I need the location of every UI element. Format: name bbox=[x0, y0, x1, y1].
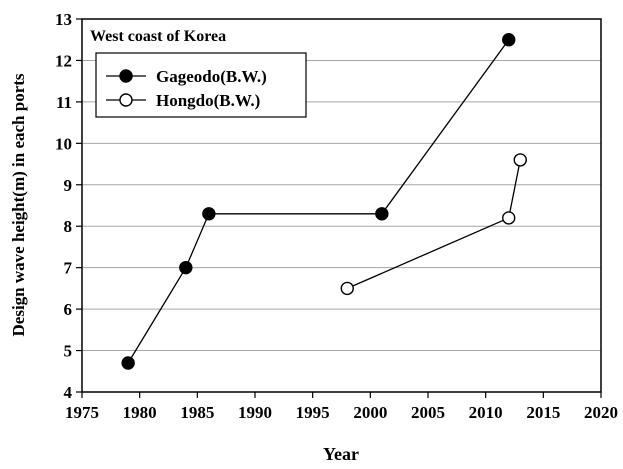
x-tick-label: 1980 bbox=[123, 403, 157, 422]
data-point bbox=[202, 207, 216, 221]
legend-entry: Gageodo(B.W.) bbox=[106, 67, 267, 86]
x-axis-label: Year bbox=[323, 444, 359, 464]
legend-label: Gageodo(B.W.) bbox=[156, 67, 267, 86]
y-axis-label: Design wave height(m) in each ports bbox=[9, 73, 28, 336]
data-point bbox=[375, 207, 389, 221]
data-point bbox=[121, 356, 135, 370]
x-tick-label: 1990 bbox=[238, 403, 272, 422]
series-2 bbox=[340, 153, 527, 296]
y-tick-label: 11 bbox=[56, 93, 72, 112]
x-tick-label: 1975 bbox=[65, 403, 99, 422]
data-point bbox=[513, 153, 527, 167]
y-tick-label: 7 bbox=[64, 259, 73, 278]
y-tick-label: 12 bbox=[55, 51, 72, 70]
y-tick-label: 4 bbox=[64, 383, 73, 402]
data-point bbox=[179, 260, 193, 275]
series-1 bbox=[121, 33, 516, 370]
legend-marker bbox=[119, 93, 133, 107]
y-tick-label: 10 bbox=[55, 134, 72, 153]
y-tick-label: 13 bbox=[55, 10, 72, 29]
y-tick-label: 8 bbox=[64, 217, 73, 236]
y-axis: 4 5 6 7 8 9 10 11 12 13 bbox=[55, 10, 82, 402]
data-point bbox=[340, 281, 354, 296]
x-axis: 1975 1980 1985 1990 1995 2000 2005 2010 2015 2020 bbox=[65, 392, 618, 422]
x-tick-label: 2005 bbox=[411, 403, 445, 422]
x-tick-label: 2010 bbox=[469, 403, 503, 422]
y-tick-label: 5 bbox=[64, 342, 73, 361]
series-line bbox=[347, 159, 521, 289]
data-point bbox=[502, 33, 516, 47]
y-tick-label: 6 bbox=[64, 300, 73, 319]
legend-marker bbox=[119, 69, 133, 83]
legend-box bbox=[95, 52, 307, 118]
data-point bbox=[502, 211, 516, 225]
legend-label: Hongdo(B.W.) bbox=[156, 91, 260, 110]
legend: Gageodo(B.W.) Hongdo(B.W.) bbox=[95, 52, 307, 118]
x-tick-label: 2015 bbox=[526, 403, 560, 422]
x-tick-label: 2000 bbox=[353, 403, 387, 422]
series-layer bbox=[121, 33, 527, 370]
plot-area-frame bbox=[81, 18, 602, 393]
x-tick-label: 2020 bbox=[584, 403, 618, 422]
chart-title: West coast of Korea bbox=[90, 28, 226, 45]
y-tick-label: 9 bbox=[64, 176, 73, 195]
x-tick-label: 1995 bbox=[296, 403, 330, 422]
legend-entry: Hongdo(B.W.) bbox=[106, 91, 260, 110]
x-tick-label: 1985 bbox=[180, 403, 214, 422]
